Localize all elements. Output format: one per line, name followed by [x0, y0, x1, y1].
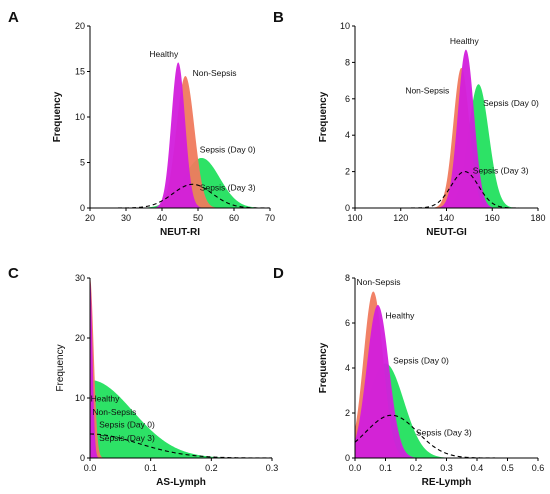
- x-tick-label: 0.3: [440, 463, 453, 473]
- x-tick-label: 0.0: [84, 463, 97, 473]
- y-tick-label: 20: [75, 21, 85, 31]
- series-area-sepsis-day-0: [355, 84, 538, 208]
- panel-letter: C: [8, 265, 19, 282]
- series-label: Non-Sepsis: [92, 407, 136, 417]
- y-tick-label: 10: [75, 393, 85, 403]
- x-tick-label: 100: [347, 213, 362, 223]
- y-tick-label: 0: [345, 203, 350, 213]
- series-label: Healthy: [91, 394, 121, 404]
- x-tick-label: 0.4: [471, 463, 484, 473]
- panel-letter: B: [273, 9, 284, 26]
- y-tick-label: 0: [80, 203, 85, 213]
- y-tick-label: 10: [75, 112, 85, 122]
- x-tick-label: 180: [530, 213, 545, 223]
- y-axis-title: Frequency: [52, 91, 63, 142]
- y-tick-label: 4: [345, 363, 350, 373]
- series-label: Non-Sepsis: [193, 68, 237, 78]
- series-label: Sepsis (Day 3): [473, 165, 529, 175]
- panel-a: A Sepsis (Day 0) Non-Sepsis Healthy Sepsis (…: [8, 9, 275, 238]
- x-axis-title: NEUT-RI: [160, 227, 200, 238]
- y-tick-label: 8: [345, 273, 350, 283]
- x-tick-label: 0.6: [532, 463, 545, 473]
- series-label: Non-Sepsis: [357, 277, 401, 287]
- panel-letter: A: [8, 9, 19, 26]
- x-tick-label: 120: [393, 213, 408, 223]
- series-label: Sepsis (Day 0): [99, 419, 155, 429]
- panel-b: B Sepsis (Day 0) Non-Sepsis Healthy Sepsis (…: [273, 9, 546, 238]
- x-tick-label: 0.5: [501, 463, 514, 473]
- series-label: Sepsis (Day 0): [393, 356, 449, 366]
- x-tick-label: 0.1: [379, 463, 392, 473]
- series-area-sepsis-day-0: [90, 157, 270, 208]
- x-axis-title: NEUT-GI: [426, 227, 467, 238]
- x-tick-label: 0.2: [205, 463, 218, 473]
- x-tick-label: 30: [121, 213, 131, 223]
- series-label: Sepsis (Day 3): [416, 428, 472, 438]
- y-tick-label: 10: [340, 21, 350, 31]
- x-tick-label: 0.2: [410, 463, 423, 473]
- series-label: Healthy: [386, 311, 416, 321]
- x-tick-label: 0.0: [349, 463, 362, 473]
- y-tick-label: 5: [80, 158, 85, 168]
- series-label: Sepsis (Day 3): [200, 183, 256, 193]
- x-tick-label: 60: [229, 213, 239, 223]
- x-tick-label: 160: [485, 213, 500, 223]
- series-label: Healthy: [149, 49, 179, 59]
- y-tick-label: 30: [75, 273, 85, 283]
- series-label: Sepsis (Day 3): [99, 433, 155, 443]
- y-tick-label: 4: [345, 130, 350, 140]
- series-label: Healthy: [450, 36, 480, 46]
- y-tick-label: 0: [345, 453, 350, 463]
- series-label: Sepsis (Day 0): [200, 144, 256, 154]
- y-axis-title: Frequency: [55, 344, 66, 391]
- y-tick-label: 2: [345, 408, 350, 418]
- x-tick-label: 0.3: [266, 463, 279, 473]
- y-tick-label: 6: [345, 318, 350, 328]
- x-tick-label: 20: [85, 213, 95, 223]
- series-area-healthy: [90, 62, 270, 209]
- y-tick-label: 15: [75, 67, 85, 77]
- y-tick-label: 2: [345, 167, 350, 177]
- panel-letter: D: [273, 265, 284, 282]
- x-tick-label: 40: [157, 213, 167, 223]
- x-tick-label: 50: [193, 213, 203, 223]
- x-axis-title: RE-Lymph: [422, 477, 472, 488]
- series-label: Sepsis (Day 0): [483, 98, 539, 108]
- series-area-sepsis-day-0: [355, 363, 538, 458]
- series-label: Non-Sepsis: [405, 85, 449, 95]
- series-area-healthy: [355, 305, 538, 458]
- y-tick-label: 8: [345, 57, 350, 67]
- y-axis-title: Frequency: [318, 342, 329, 393]
- y-tick-label: 20: [75, 333, 85, 343]
- x-tick-label: 140: [439, 213, 454, 223]
- panel-d: D Sepsis (Day 0) Non-Sepsis Healthy Sepsis (…: [273, 265, 544, 488]
- series-area-sepsis-day-0: [90, 380, 272, 458]
- y-axis-title: Frequency: [318, 91, 329, 142]
- y-tick-label: 6: [345, 94, 350, 104]
- x-tick-label: 0.1: [144, 463, 157, 473]
- x-axis-title: AS-Lymph: [156, 477, 206, 488]
- x-tick-label: 70: [265, 213, 275, 223]
- panel-c: C Sepsis (Day 0) Non-Sepsis Healthy Sepsis (…: [8, 265, 278, 488]
- y-tick-label: 0: [80, 453, 85, 463]
